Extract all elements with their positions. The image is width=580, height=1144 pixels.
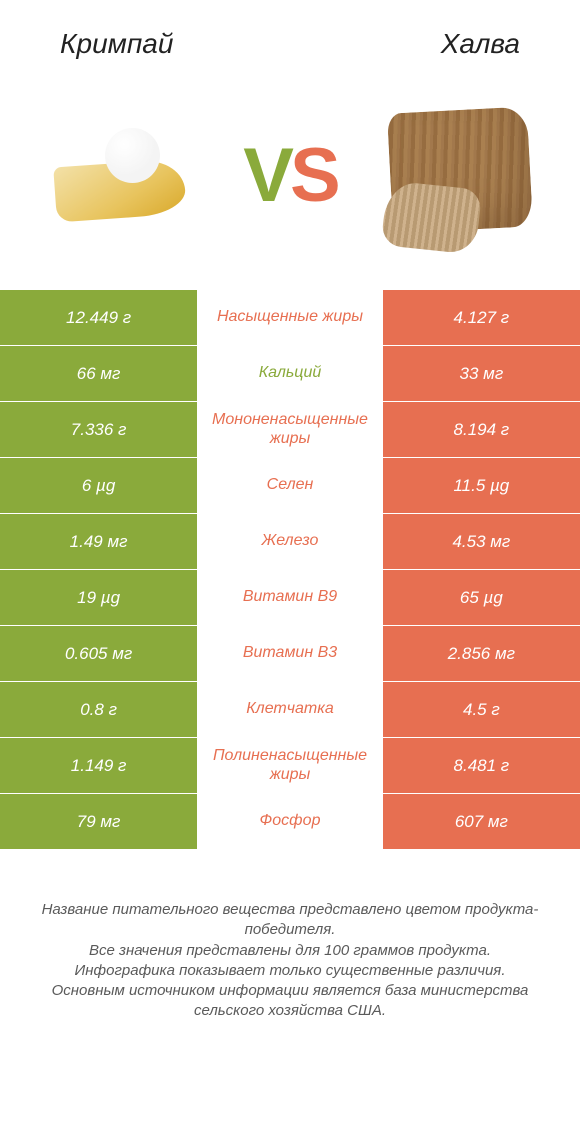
nutrient-label: Селен xyxy=(197,458,383,513)
nutrient-label: Фосфор xyxy=(197,794,383,849)
nutrient-label: Железо xyxy=(197,514,383,569)
right-product-title: Халва xyxy=(441,28,520,60)
left-value: 66 мг xyxy=(0,346,197,401)
table-row: 7.336 гМононенасыщенные жиры8.194 г xyxy=(0,402,580,458)
table-row: 1.49 мгЖелезо4.53 мг xyxy=(0,514,580,570)
header: Кримпай Халва xyxy=(0,0,580,70)
right-value: 8.194 г xyxy=(383,402,580,457)
table-row: 0.605 мгВитамин B32.856 мг xyxy=(0,626,580,682)
nutrient-label: Насыщенные жиры xyxy=(197,290,383,345)
left-product-image xyxy=(30,100,210,250)
vs-s: S xyxy=(290,133,337,218)
right-value: 33 мг xyxy=(383,346,580,401)
left-value: 19 µg xyxy=(0,570,197,625)
table-row: 6 µgСелен11.5 µg xyxy=(0,458,580,514)
table-row: 12.449 гНасыщенные жиры4.127 г xyxy=(0,290,580,346)
left-value: 7.336 г xyxy=(0,402,197,457)
right-value: 607 мг xyxy=(383,794,580,849)
left-product-title: Кримпай xyxy=(60,28,173,60)
nutrient-label: Полиненасыщенные жиры xyxy=(197,738,383,793)
left-value: 12.449 г xyxy=(0,290,197,345)
right-value: 4.127 г xyxy=(383,290,580,345)
nutrient-label: Кальций xyxy=(197,346,383,401)
nutrient-label: Витамин B3 xyxy=(197,626,383,681)
table-row: 0.8 гКлетчатка4.5 г xyxy=(0,682,580,738)
right-value: 4.5 г xyxy=(383,682,580,737)
table-row: 19 µgВитамин B965 µg xyxy=(0,570,580,626)
left-value: 79 мг xyxy=(0,794,197,849)
nutrient-label: Мононенасыщенные жиры xyxy=(197,402,383,457)
left-value: 6 µg xyxy=(0,458,197,513)
left-value: 0.605 мг xyxy=(0,626,197,681)
vs-label: VS xyxy=(243,132,336,219)
footer-line: Инфографика показывает только существенн… xyxy=(18,961,562,981)
right-value: 4.53 мг xyxy=(383,514,580,569)
footer-line: Все значения представлены для 100 граммо… xyxy=(18,941,562,961)
footer-line: Основным источником информации является … xyxy=(18,981,562,1022)
vs-v: V xyxy=(243,133,290,218)
left-value: 1.49 мг xyxy=(0,514,197,569)
right-value: 65 µg xyxy=(383,570,580,625)
right-product-image xyxy=(370,100,550,250)
footer-line: Название питательного вещества представл… xyxy=(18,900,562,941)
table-row: 79 мгФосфор607 мг xyxy=(0,794,580,850)
table-row: 1.149 гПолиненасыщенные жиры8.481 г xyxy=(0,738,580,794)
right-value: 2.856 мг xyxy=(383,626,580,681)
table-row: 66 мгКальций33 мг xyxy=(0,346,580,402)
left-value: 1.149 г xyxy=(0,738,197,793)
footer-note: Название питательного вещества представл… xyxy=(0,850,580,1022)
left-value: 0.8 г xyxy=(0,682,197,737)
comparison-table: 12.449 гНасыщенные жиры4.127 г66 мгКальц… xyxy=(0,290,580,850)
image-row: VS xyxy=(0,70,580,290)
nutrient-label: Клетчатка xyxy=(197,682,383,737)
right-value: 11.5 µg xyxy=(383,458,580,513)
right-value: 8.481 г xyxy=(383,738,580,793)
nutrient-label: Витамин B9 xyxy=(197,570,383,625)
